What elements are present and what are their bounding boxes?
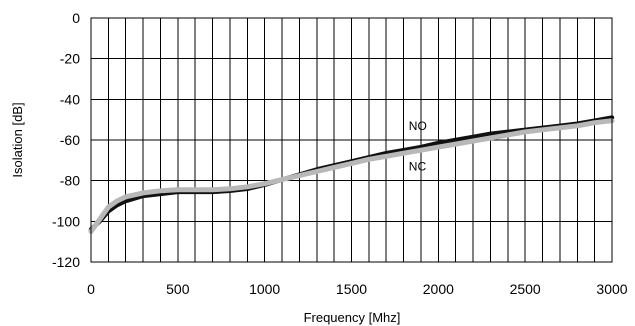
y-tick-label: -20 <box>60 51 80 67</box>
plot-frame <box>90 17 613 263</box>
y-tick-labels: 0 -20 -40 -60 -80 -100 -120 <box>52 10 80 270</box>
x-tick-label: 3000 <box>596 281 627 297</box>
x-tick-label: 2000 <box>423 281 454 297</box>
x-axis-label: Frequency [Mhz] <box>304 310 401 325</box>
annotations: NO NC <box>409 119 427 174</box>
annotation-nc: NC <box>409 160 427 174</box>
x-tick-label: 2500 <box>510 281 541 297</box>
grid <box>90 17 613 263</box>
y-tick-label: -80 <box>60 173 80 189</box>
plot-border <box>90 17 613 263</box>
y-tick-label: -100 <box>52 213 80 229</box>
x-tick-labels: 0 500 1000 1500 2000 2500 3000 <box>87 281 628 297</box>
y-axis-label: Isolation [dB] <box>10 102 25 177</box>
x-tick-label: 0 <box>87 281 95 297</box>
series-line-nc <box>88 118 615 234</box>
series-group <box>88 115 615 234</box>
y-tick-label: -120 <box>52 254 80 270</box>
x-tick-label: 1000 <box>249 281 280 297</box>
y-tick-label: -40 <box>60 91 80 107</box>
y-tick-label: -60 <box>60 132 80 148</box>
x-tick-label: 1500 <box>336 281 367 297</box>
x-tick-label: 500 <box>166 281 190 297</box>
y-tick-label: 0 <box>72 10 80 26</box>
annotation-no: NO <box>409 119 427 133</box>
